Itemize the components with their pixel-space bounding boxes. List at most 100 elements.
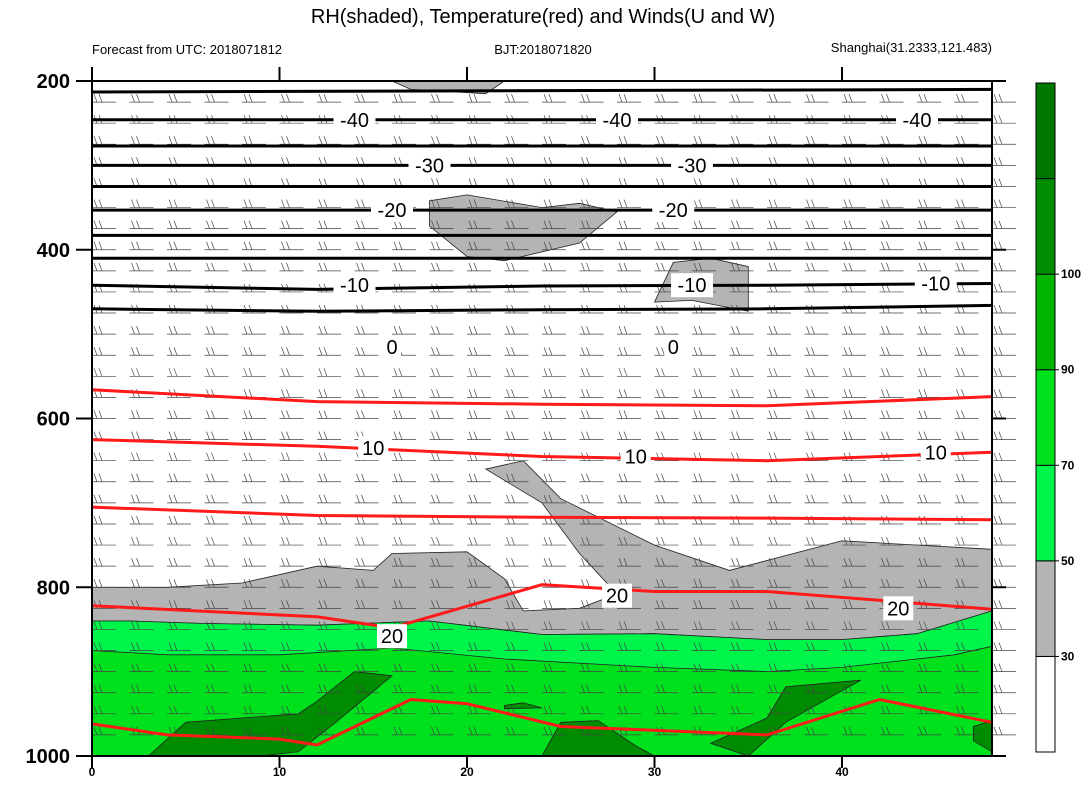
wind-barb bbox=[504, 262, 529, 272]
contour-label: -40 bbox=[903, 110, 932, 132]
wind-barb bbox=[467, 663, 491, 672]
wind-barb bbox=[129, 663, 154, 672]
wind-barb bbox=[542, 136, 566, 145]
wind-barb bbox=[129, 368, 154, 377]
wind-barb bbox=[542, 389, 566, 398]
wind-barb bbox=[767, 262, 791, 272]
wind-barb bbox=[842, 621, 866, 630]
wind-barb bbox=[129, 347, 154, 356]
wind-barb bbox=[729, 220, 754, 230]
wind-barb bbox=[504, 726, 529, 736]
contour-label-box bbox=[883, 596, 914, 621]
temperature-contour-labels: -40 -40 -40 -30 -30 -20 -20 -10 -10 -10 0 0 10 10 10 20… bbox=[333, 107, 957, 649]
wind-barb bbox=[92, 663, 116, 672]
wind-barb bbox=[954, 726, 979, 736]
wind-barb bbox=[654, 473, 679, 483]
chart-title: RH(shaded), Temperature(red) and Winds(U… bbox=[311, 6, 775, 28]
wind-barb bbox=[279, 389, 304, 398]
wind-barb bbox=[467, 199, 491, 208]
colorbar-swatch bbox=[1035, 464, 1056, 562]
wind-barb bbox=[542, 600, 566, 609]
wind-barb bbox=[204, 705, 229, 715]
wind-barb bbox=[242, 199, 266, 208]
wind-barb bbox=[617, 368, 641, 377]
wind-barb bbox=[654, 368, 679, 377]
wind-barb bbox=[767, 220, 791, 230]
wind-barb bbox=[692, 579, 716, 588]
y-tick-label: 1000 bbox=[26, 746, 71, 768]
wind-barb bbox=[654, 600, 679, 609]
colorbar-label: 100 bbox=[1061, 267, 1081, 281]
wind-barb bbox=[204, 642, 229, 651]
wind-barb bbox=[692, 389, 716, 398]
y-tick-label: 400 bbox=[37, 240, 70, 262]
wind-barb bbox=[542, 220, 566, 230]
wind-barb bbox=[429, 536, 454, 546]
wind-barb bbox=[92, 642, 116, 651]
contour-label-box bbox=[620, 444, 651, 469]
wind-barb bbox=[729, 241, 754, 251]
wind-barb bbox=[992, 389, 1016, 398]
wind-barb bbox=[579, 684, 604, 694]
wind-barb bbox=[467, 410, 491, 419]
wind-barb bbox=[842, 389, 866, 398]
wind-barb bbox=[917, 347, 941, 356]
wind-barb bbox=[354, 368, 379, 377]
wind-barb bbox=[692, 536, 716, 546]
wind-barb bbox=[692, 410, 716, 419]
contour-label-box bbox=[333, 273, 376, 298]
wind-barb bbox=[167, 705, 191, 715]
wind-barb bbox=[317, 136, 341, 145]
wind-barb bbox=[692, 431, 716, 440]
wind-barb bbox=[129, 579, 154, 588]
wind-barb bbox=[242, 347, 266, 356]
wind-barb bbox=[129, 642, 154, 651]
wind-barb bbox=[729, 642, 754, 651]
wind-barb bbox=[129, 93, 154, 103]
wind-barb bbox=[392, 326, 416, 335]
wind-barb bbox=[429, 199, 454, 208]
wind-barb bbox=[429, 494, 454, 504]
contour-label: 20 bbox=[887, 598, 909, 620]
wind-barb bbox=[354, 684, 379, 694]
wind-barb bbox=[354, 220, 379, 230]
wind-barb bbox=[692, 558, 716, 567]
wind-barb bbox=[992, 220, 1016, 230]
wind-barb bbox=[729, 663, 754, 672]
wind-barb bbox=[279, 241, 304, 251]
wind-barb bbox=[992, 304, 1016, 314]
wind-barb bbox=[504, 347, 529, 356]
wind-barb bbox=[617, 494, 641, 504]
x-tick-label: 30 bbox=[648, 765, 662, 779]
wind-barb bbox=[279, 494, 304, 504]
wind-barb bbox=[879, 536, 904, 546]
wind-barb bbox=[992, 452, 1016, 462]
wind-barb bbox=[992, 368, 1016, 377]
wind-barb bbox=[317, 684, 341, 694]
wind-barb bbox=[392, 663, 416, 672]
wind-barb bbox=[767, 431, 791, 440]
wind-barb bbox=[692, 199, 716, 208]
wind-barb bbox=[467, 136, 491, 145]
wind-barb bbox=[654, 262, 679, 272]
wind-barb bbox=[542, 684, 566, 694]
wind-barb bbox=[429, 473, 454, 483]
wind-barb bbox=[92, 410, 116, 419]
wind-barb bbox=[504, 684, 529, 694]
wind-barb bbox=[917, 136, 941, 145]
wind-barb bbox=[204, 558, 229, 567]
wind-barb bbox=[317, 347, 341, 356]
wind-barb bbox=[917, 684, 941, 694]
wind-barb bbox=[804, 389, 829, 398]
wind-barb bbox=[92, 536, 116, 546]
wind-barb bbox=[167, 663, 191, 672]
wind-barb bbox=[92, 220, 116, 230]
wind-barb bbox=[92, 262, 116, 272]
wind-barb bbox=[92, 347, 116, 356]
wind-barb bbox=[879, 663, 904, 672]
wind-barb bbox=[354, 93, 379, 103]
wind-barb bbox=[317, 600, 341, 609]
wind-barb bbox=[917, 199, 941, 208]
wind-barb bbox=[729, 93, 754, 103]
wind-barb bbox=[92, 726, 116, 736]
